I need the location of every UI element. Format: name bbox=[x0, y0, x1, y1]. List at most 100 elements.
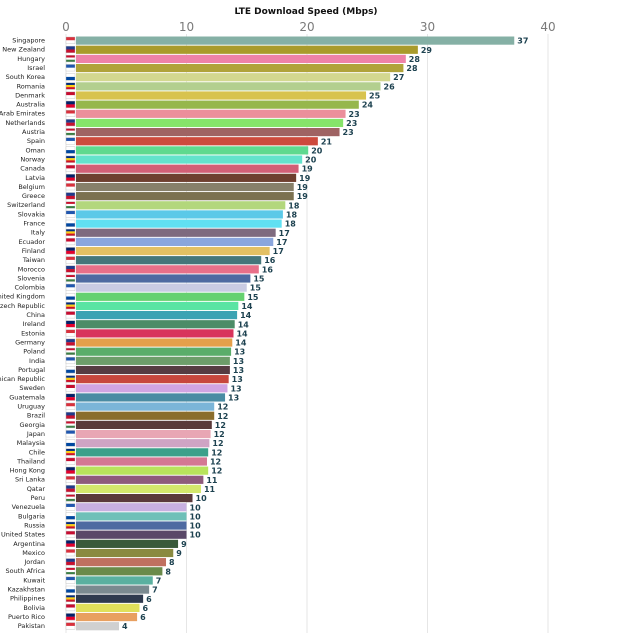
bar bbox=[76, 63, 404, 73]
bar bbox=[76, 265, 259, 274]
category-label: Philippines bbox=[10, 595, 46, 603]
value-label: 23 bbox=[343, 128, 354, 137]
bar bbox=[76, 329, 234, 338]
flag-icon bbox=[65, 503, 76, 511]
category-label: United States bbox=[1, 531, 46, 539]
category-label: China bbox=[26, 311, 45, 319]
flag-icon bbox=[65, 192, 76, 200]
category-label: Kuwait bbox=[23, 576, 45, 584]
value-label: 14 bbox=[235, 339, 247, 348]
value-label: 11 bbox=[204, 485, 216, 494]
value-label: 20 bbox=[305, 156, 317, 165]
value-label: 25 bbox=[369, 92, 381, 101]
flag-icon bbox=[65, 91, 76, 99]
bar bbox=[76, 603, 140, 612]
value-label: 6 bbox=[140, 613, 146, 622]
x-tick-label: 40 bbox=[540, 20, 555, 34]
bar bbox=[76, 82, 381, 91]
bar bbox=[76, 100, 359, 109]
category-label: Ireland bbox=[23, 320, 45, 328]
flag-icon bbox=[65, 540, 76, 548]
flag-icon bbox=[65, 530, 76, 538]
category-label: Sri Lanka bbox=[15, 476, 45, 484]
category-label: Netherlands bbox=[5, 119, 45, 127]
bar bbox=[76, 164, 299, 173]
value-label: 10 bbox=[190, 512, 202, 521]
value-label: 19 bbox=[297, 183, 309, 192]
bar bbox=[76, 347, 232, 356]
bar bbox=[76, 539, 179, 548]
category-label: Slovakia bbox=[18, 210, 45, 218]
flag-icon bbox=[65, 512, 76, 520]
category-label: United Kingdom bbox=[0, 293, 45, 301]
category-label: France bbox=[23, 220, 45, 228]
value-label: 20 bbox=[311, 146, 323, 155]
value-label: 13 bbox=[232, 375, 243, 384]
bar bbox=[76, 384, 228, 393]
value-label: 23 bbox=[349, 110, 360, 119]
value-label: 23 bbox=[346, 119, 357, 128]
bar bbox=[76, 594, 144, 603]
category-label: Venezuela bbox=[12, 503, 45, 511]
category-label: Guatemala bbox=[9, 393, 45, 401]
flag-icon bbox=[65, 247, 76, 255]
category-label: Mexico bbox=[22, 549, 45, 557]
flag-icon bbox=[65, 283, 76, 291]
flag-icon bbox=[65, 448, 76, 456]
x-tick-label: 30 bbox=[420, 20, 435, 34]
category-label: Italy bbox=[31, 229, 45, 237]
category-label: Kazakhstan bbox=[8, 586, 45, 594]
bar bbox=[76, 292, 245, 301]
bar bbox=[76, 530, 187, 539]
value-label: 19 bbox=[302, 165, 314, 174]
category-label: Israel bbox=[27, 64, 45, 72]
category-label: Finland bbox=[22, 247, 45, 255]
value-label: 16 bbox=[264, 256, 276, 265]
category-label: Bulgaria bbox=[18, 512, 45, 520]
flag-icon bbox=[65, 347, 76, 355]
category-label: Pakistan bbox=[18, 622, 45, 630]
category-label: Puerto Rico bbox=[8, 613, 45, 621]
value-label: 10 bbox=[190, 503, 202, 512]
bar bbox=[76, 365, 230, 375]
category-label: Ecuador bbox=[18, 238, 45, 246]
value-label: 12 bbox=[210, 458, 221, 467]
flag-icon bbox=[65, 320, 76, 328]
flag-icon bbox=[65, 439, 76, 447]
category-label: Spain bbox=[27, 137, 45, 145]
flag-icon bbox=[65, 293, 76, 301]
category-label: United Arab Emirates bbox=[0, 110, 46, 118]
value-label: 13 bbox=[233, 366, 244, 375]
flag-icons bbox=[65, 36, 76, 630]
bar bbox=[76, 274, 251, 283]
flag-icon bbox=[65, 585, 76, 593]
bar bbox=[76, 91, 367, 100]
flag-icon bbox=[65, 100, 76, 108]
value-label: 29 bbox=[421, 46, 433, 55]
bar bbox=[76, 128, 340, 137]
value-label: 12 bbox=[217, 412, 228, 421]
value-label: 14 bbox=[236, 329, 248, 338]
value-label: 8 bbox=[169, 558, 175, 567]
category-label: Czech Republic bbox=[0, 302, 45, 310]
category-label: Taiwan bbox=[22, 256, 45, 264]
chart-title: LTE Download Speed (Mbps) bbox=[234, 7, 377, 17]
flag-icon bbox=[65, 137, 76, 145]
bar bbox=[76, 237, 274, 246]
category-label: South Korea bbox=[6, 73, 45, 81]
category-label: Argentina bbox=[13, 540, 45, 548]
category-label: Japan bbox=[26, 430, 45, 438]
bar bbox=[76, 548, 174, 558]
bar bbox=[76, 420, 212, 429]
bar bbox=[76, 182, 294, 192]
value-label: 28 bbox=[406, 64, 418, 73]
bar bbox=[76, 155, 303, 164]
bar bbox=[76, 466, 209, 475]
category-label: Uruguay bbox=[17, 403, 45, 411]
x-tick-label: 10 bbox=[179, 20, 194, 34]
bar bbox=[76, 484, 201, 494]
bar bbox=[76, 494, 193, 503]
value-label: 15 bbox=[247, 293, 259, 302]
category-label: Dominican Republic bbox=[0, 375, 45, 383]
category-label: Belgium bbox=[18, 183, 45, 191]
